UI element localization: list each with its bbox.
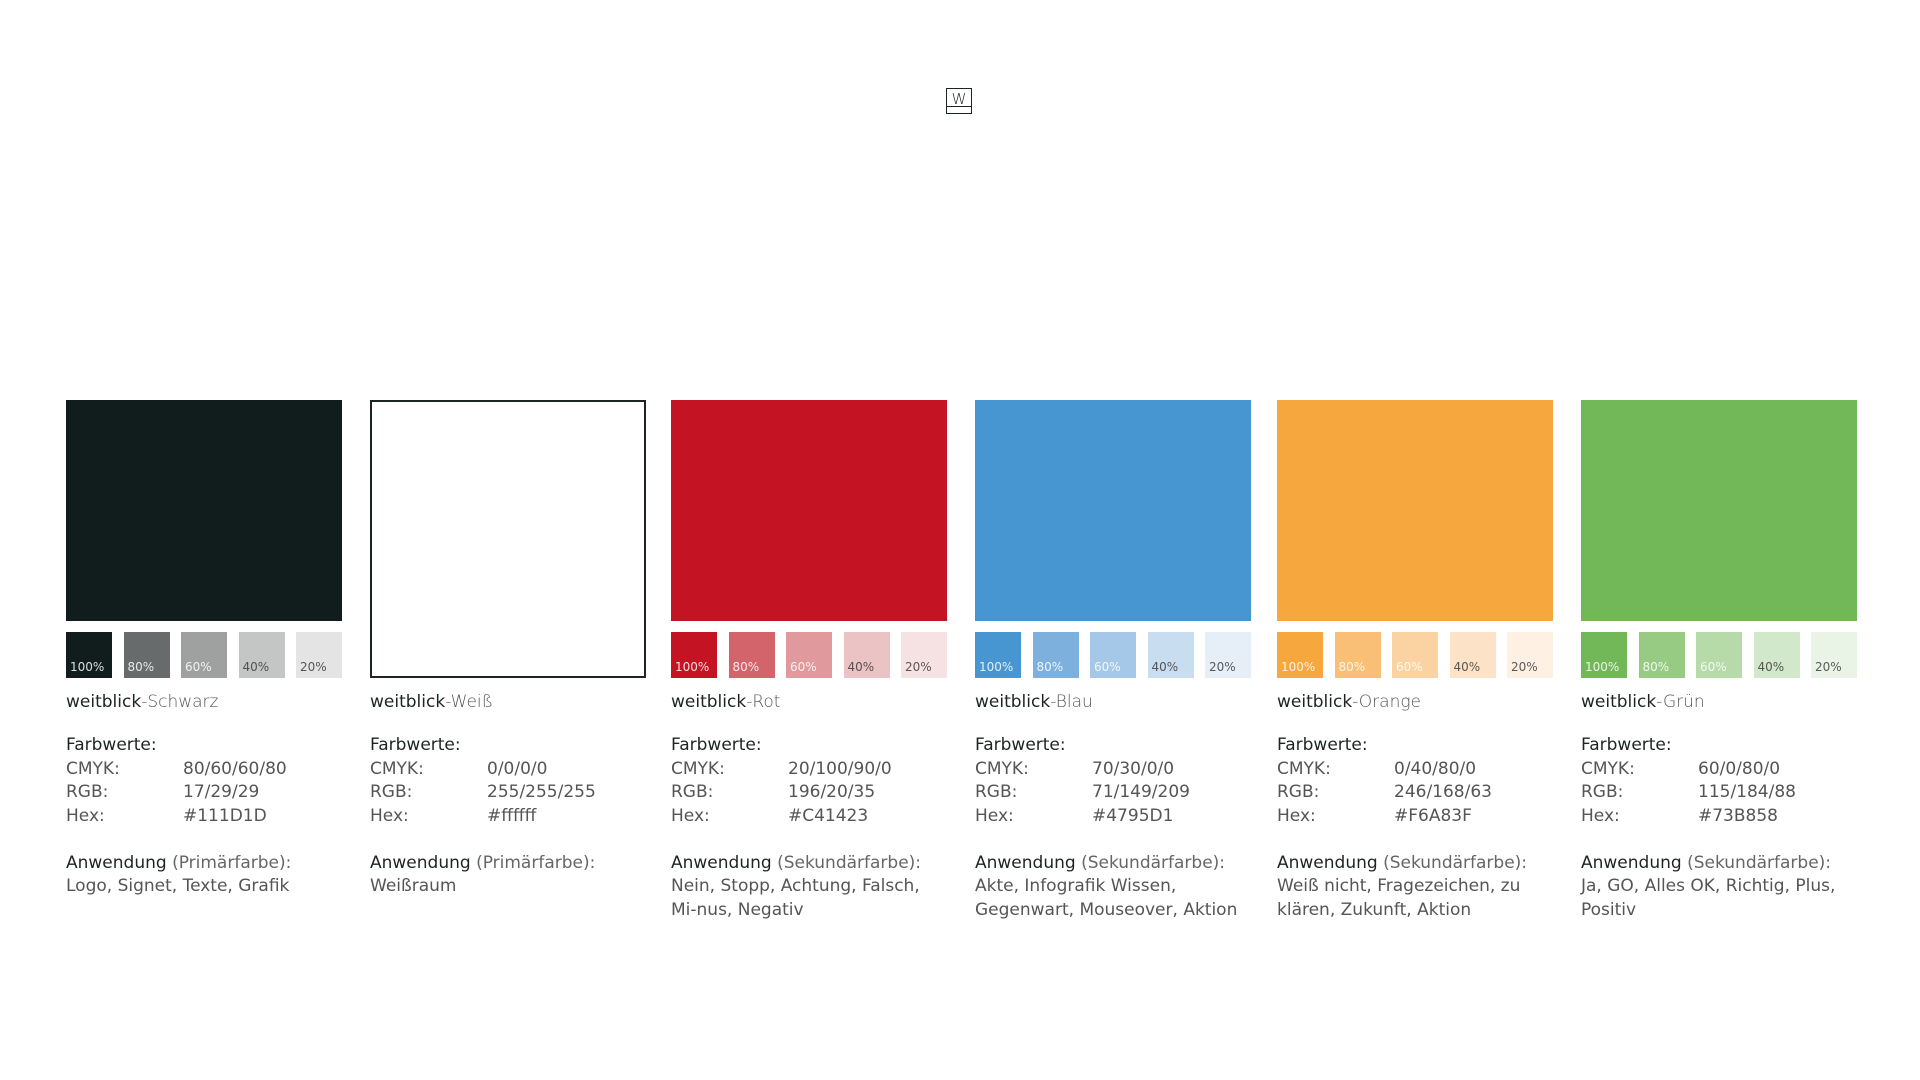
tint-row: 100% 80% 60% 40% 20%: [1277, 632, 1553, 678]
rgb-value: 17/29/29: [183, 782, 260, 802]
color-name: weitblick-Orange: [1277, 692, 1422, 712]
tint-swatch-60: 60%: [786, 632, 832, 678]
main-color-swatch: [671, 400, 947, 621]
cmyk-value: 70/30/0/0: [1092, 758, 1175, 779]
color-values: Farbwerte: CMYK: 0/40/80/0 RGB: 246/168/63…: [1277, 734, 1553, 922]
main-color-swatch: [975, 400, 1251, 621]
cmyk-value: 0/40/80/0: [1394, 758, 1477, 779]
hex-value: #73B858: [1698, 805, 1778, 826]
tint-row: 100% 80% 60% 40% 20%: [671, 632, 947, 678]
tint-row: 100% 80% 60% 40% 20%: [1581, 632, 1857, 678]
color-name: weitblick-Weiß: [370, 692, 494, 712]
color-values: Farbwerte: CMYK: 0/0/0/0 RGB: 255/255/255 …: [370, 734, 646, 899]
tint-swatch-100: 100%: [671, 632, 717, 678]
tint-swatch-60: 60%: [181, 632, 227, 678]
tint-swatch-60: 60%: [1090, 632, 1136, 678]
main-color-swatch: [1277, 400, 1553, 621]
cmyk-value: 60/0/80/0: [1698, 758, 1781, 779]
tint-swatch-100: 100%: [66, 632, 112, 678]
hex-value: #F6A83F: [1394, 805, 1472, 826]
tint-swatch-100: 100%: [1277, 632, 1323, 678]
rgb-value: 196/20/35: [788, 782, 876, 802]
tint-swatch-80: 80%: [1638, 632, 1685, 678]
cmyk-value: 80/60/60/80: [183, 758, 287, 779]
tint-swatch-20: 20%: [901, 632, 947, 678]
tint-swatch-20: 20%: [296, 632, 342, 678]
tint-swatch-40: 40%: [238, 632, 285, 678]
color-name: weitblick-Blau: [975, 692, 1093, 712]
color-values: Farbwerte: CMYK: 70/30/0/0 RGB: 71/149/209…: [975, 734, 1251, 922]
usage: Anwendung (Sekundärfarbe): Nein, Stopp, …: [671, 852, 922, 920]
color-column: 100% 80% 60% 40% 20% weitblick-Orange Farbwe…: [1277, 400, 1553, 922]
color-name: weitblick-Schwarz: [66, 692, 219, 712]
color-column: 100% 80% 60% 40% 20% weitblick-Grün Farbwert…: [1581, 400, 1857, 922]
hex-value: #4795D1: [1092, 805, 1174, 826]
tint-swatch-20: 20%: [1205, 632, 1251, 678]
tint-swatch-60: 60%: [1696, 632, 1742, 678]
color-column: weitblick-Weiß Farbwerte: CMYK: 0/0/0/0 R…: [370, 400, 646, 899]
color-column: 100% 80% 60% 40% 20% weitblick-Blau Farbwert…: [975, 400, 1251, 922]
usage: Anwendung (Sekundärfarbe): Akte, Infogra…: [975, 852, 1238, 920]
tint-swatch-20: 20%: [1811, 632, 1857, 678]
hex-value: #111D1D: [183, 805, 267, 826]
usage: Anwendung (Sekundärfarbe): Weiß nicht, F…: [1277, 852, 1528, 920]
usage: Anwendung (Primärfarbe): Weißraum: [370, 852, 596, 897]
tint-swatch-80: 80%: [728, 632, 775, 678]
cmyk-value: 20/100/90/0: [788, 758, 892, 779]
color-column: 100% 80% 60% 40% 20% weitblick-Schwarz Farbw…: [66, 400, 342, 899]
tint-swatch-60: 60%: [1392, 632, 1438, 678]
hex-value: #ffffff: [487, 805, 537, 826]
rgb-value: 115/184/88: [1698, 782, 1796, 802]
color-values: Farbwerte: CMYK: 20/100/90/0 RGB: 196/20/3…: [671, 734, 947, 922]
rgb-value: 71/149/209: [1092, 782, 1190, 802]
tint-swatch-80: 80%: [1334, 632, 1381, 678]
tint-swatch-40: 40%: [1449, 632, 1496, 678]
tint-row: 100% 80% 60% 40% 20%: [975, 632, 1251, 678]
color-values: Farbwerte: CMYK: 80/60/60/80 RGB: 17/29/29…: [66, 734, 342, 899]
rgb-value: 246/168/63: [1394, 782, 1492, 802]
tint-swatch-80: 80%: [1032, 632, 1079, 678]
weitblick-logo: W: [946, 88, 972, 114]
color-name: weitblick-Grün: [1581, 692, 1705, 712]
tint-swatch-80: 80%: [123, 632, 170, 678]
tint-swatch-40: 40%: [1753, 632, 1800, 678]
tint-swatch-20: 20%: [1507, 632, 1553, 678]
tint-swatch-40: 40%: [843, 632, 890, 678]
usage: Anwendung (Sekundärfarbe): Ja, GO, Alles…: [1581, 852, 1836, 920]
tint-row: 100% 80% 60% 40% 20%: [66, 632, 342, 678]
rgb-value: 255/255/255: [487, 782, 596, 802]
color-name: weitblick-Rot: [671, 692, 781, 712]
tint-swatch-100: 100%: [1581, 632, 1627, 678]
color-values: Farbwerte: CMYK: 60/0/80/0 RGB: 115/184/88…: [1581, 734, 1857, 922]
hex-value: #C41423: [788, 805, 869, 826]
color-column: 100% 80% 60% 40% 20% weitblick-Rot Farbwerte…: [671, 400, 947, 922]
usage: Anwendung (Primärfarbe): Logo, Signet, T…: [66, 852, 292, 897]
main-color-swatch: [66, 400, 342, 621]
main-color-swatch: [370, 400, 646, 678]
main-color-swatch: [1581, 400, 1857, 621]
tint-swatch-40: 40%: [1147, 632, 1194, 678]
tint-swatch-100: 100%: [975, 632, 1021, 678]
cmyk-value: 0/0/0/0: [487, 758, 548, 779]
